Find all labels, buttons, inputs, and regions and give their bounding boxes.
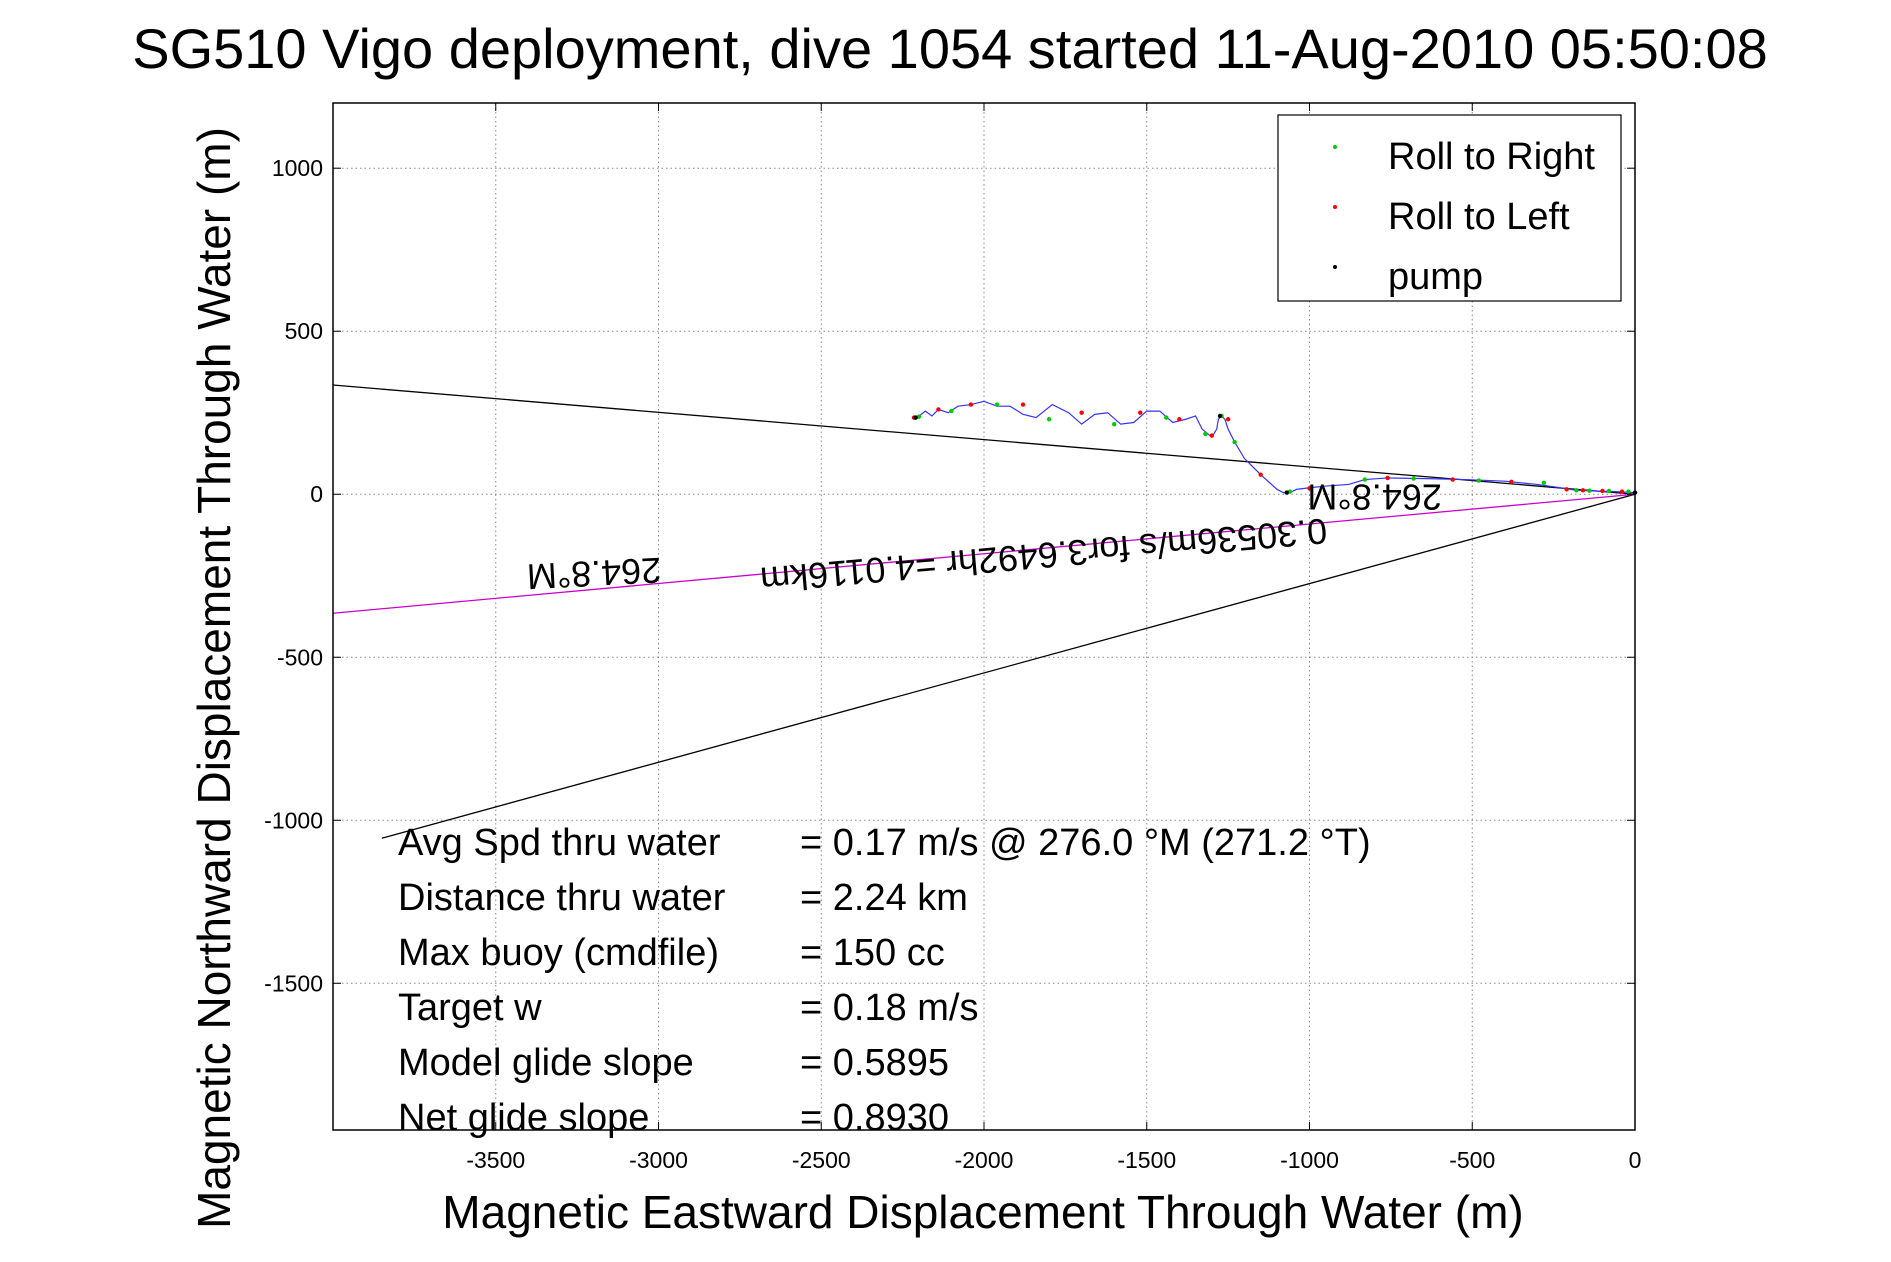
markers bbox=[911, 402, 1638, 495]
y-tick-label: 0 bbox=[310, 481, 323, 507]
roll-right-point bbox=[1606, 488, 1612, 494]
roll-right-point bbox=[1112, 421, 1117, 427]
stat-label: Avg Spd thru water bbox=[398, 822, 721, 864]
reference-line bbox=[332, 384, 1636, 495]
roll-left-point bbox=[1580, 488, 1586, 493]
roll-right-point bbox=[1626, 489, 1631, 494]
x-tick-label: -3000 bbox=[629, 1147, 688, 1173]
roll-left-point bbox=[968, 402, 974, 407]
x-tick-label: -500 bbox=[1449, 1147, 1495, 1173]
chart-title: SG510 Vigo deployment, dive 1054 started… bbox=[132, 17, 1768, 80]
roll-left-point bbox=[1258, 472, 1263, 477]
pump-point bbox=[913, 415, 918, 420]
roll-right-point bbox=[994, 402, 1000, 407]
x-tick-label: 0 bbox=[1629, 1147, 1642, 1173]
roll-left-point bbox=[1564, 487, 1569, 492]
roll-left-point bbox=[1600, 488, 1605, 494]
roll-left-point bbox=[1450, 477, 1455, 482]
stat-value: = 2.24 km bbox=[800, 877, 968, 919]
stat-label: Target w bbox=[398, 987, 542, 1029]
x-tick-label: -1000 bbox=[1280, 1147, 1339, 1173]
legend-marker bbox=[1333, 145, 1337, 149]
reference-lines bbox=[332, 384, 1636, 839]
roll-left-point bbox=[936, 407, 941, 412]
roll-right-point bbox=[1046, 417, 1052, 422]
roll-right-point bbox=[1164, 415, 1169, 420]
stat-value: = 0.17 m/s @ 276.0 °M (271.2 °T) bbox=[800, 822, 1371, 864]
legend-marker bbox=[1333, 205, 1337, 209]
roll-left-point bbox=[1307, 486, 1312, 491]
x-tick-label: -2000 bbox=[955, 1147, 1014, 1173]
legend-marker bbox=[1333, 265, 1337, 269]
roll-right-point bbox=[1362, 477, 1368, 482]
legend: Roll to Right Roll to Left pump bbox=[1277, 114, 1622, 302]
roll-left-point bbox=[1020, 402, 1026, 407]
stat-label: Distance thru water bbox=[398, 877, 726, 919]
y-tick-label: -1000 bbox=[264, 807, 323, 833]
ticks: -3500 -3000 -2500 -2000 -1500 -1000 -500 0 1000 5… bbox=[264, 103, 1641, 1173]
track bbox=[912, 400, 1636, 494]
stat-label: Model glide slope bbox=[398, 1042, 694, 1084]
roll-left-point bbox=[1209, 433, 1215, 438]
roll-right-point bbox=[1232, 439, 1237, 445]
roll-right-point bbox=[949, 408, 954, 414]
roll-right-point bbox=[1587, 488, 1592, 493]
annotation-label: 264.8°M bbox=[1307, 476, 1441, 517]
stat-value: = 150 cc bbox=[800, 932, 945, 974]
roll-right-point bbox=[1411, 476, 1416, 481]
roll-right-point bbox=[1476, 478, 1481, 483]
legend-label: Roll to Left bbox=[1388, 196, 1570, 238]
reference-line bbox=[381, 493, 1636, 839]
stat-value: = 0.8930 bbox=[800, 1097, 949, 1139]
annotation-label: 264.8°M bbox=[526, 550, 662, 598]
stat-value: = 0.5895 bbox=[800, 1042, 949, 1084]
legend-label: pump bbox=[1388, 256, 1483, 298]
x-tick-label: -3500 bbox=[466, 1147, 525, 1173]
stat-label: Net glide slope bbox=[398, 1097, 649, 1139]
pump-point bbox=[1217, 413, 1223, 419]
roll-left-point bbox=[1177, 417, 1182, 422]
y-tick-label: -1500 bbox=[264, 970, 323, 996]
roll-left-point bbox=[1385, 475, 1390, 481]
x-tick-label: -2500 bbox=[792, 1147, 851, 1173]
legend-label: Roll to Right bbox=[1388, 136, 1595, 178]
stats-block: Avg Spd thru water = 0.17 m/s @ 276.0 °M … bbox=[398, 822, 1371, 1139]
roll-right-point bbox=[1203, 431, 1208, 437]
stat-label: Max buoy (cmdfile) bbox=[398, 932, 719, 974]
roll-left-point bbox=[1509, 479, 1514, 485]
x-axis-label: Magnetic Eastward Displacement Through W… bbox=[442, 1186, 1523, 1238]
roll-left-point bbox=[1079, 410, 1084, 415]
pump-point bbox=[1284, 490, 1289, 495]
roll-left-point bbox=[1619, 489, 1625, 494]
y-axis-label: Magnetic Northward Displacement Through … bbox=[188, 127, 240, 1229]
roll-left-point bbox=[1138, 410, 1143, 415]
y-tick-label: -500 bbox=[277, 644, 323, 670]
x-tick-label: -1500 bbox=[1117, 1147, 1176, 1173]
roll-left-point bbox=[1225, 417, 1231, 422]
y-tick-label: 500 bbox=[285, 318, 323, 344]
annotation-label: 0.30536m/s for3.6492hr =4.0116km bbox=[759, 510, 1329, 600]
roll-right-point bbox=[1541, 480, 1547, 486]
track-line bbox=[912, 400, 1636, 494]
roll-right-point bbox=[1574, 488, 1579, 493]
stat-value: = 0.18 m/s bbox=[800, 987, 978, 1029]
reference-line bbox=[332, 493, 1636, 614]
y-tick-label: 1000 bbox=[272, 155, 323, 181]
